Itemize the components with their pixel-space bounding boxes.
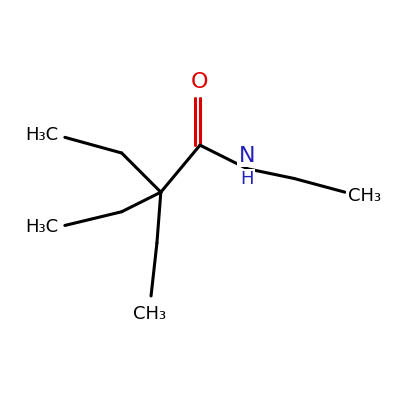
Text: H: H [240,170,254,188]
Text: CH₃: CH₃ [348,187,381,205]
Text: H₃C: H₃C [25,126,58,144]
Text: N: N [239,146,255,166]
Text: CH₃: CH₃ [132,304,166,322]
Text: O: O [191,72,209,92]
Text: H₃C: H₃C [25,218,58,236]
